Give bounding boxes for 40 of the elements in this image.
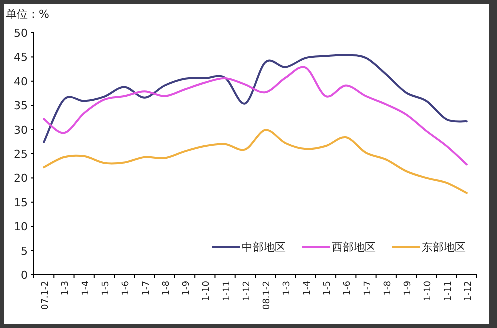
x-tick-label: 1-8 bbox=[162, 280, 172, 296]
x-tick-label: 08.1-2 bbox=[262, 281, 273, 310]
y-axis-title: 单位：% bbox=[6, 8, 50, 21]
y-tick-label: 45 bbox=[14, 51, 28, 64]
x-tick-label: 1-3 bbox=[282, 281, 293, 296]
x-tick-label: 1-10 bbox=[202, 280, 212, 302]
y-tick-label: 35 bbox=[14, 100, 28, 113]
x-tick-label: 1-8 bbox=[383, 280, 394, 296]
x-tick-label: 1-11 bbox=[222, 281, 232, 302]
x-tick-label: 1-12 bbox=[242, 281, 252, 302]
x-tick-label: 1-3 bbox=[61, 281, 72, 296]
y-tick-label: 30 bbox=[14, 124, 28, 137]
x-tick-label: 1-4 bbox=[302, 280, 313, 296]
x-tick-label: 1-11 bbox=[444, 281, 454, 302]
legend-label: 西部地区 bbox=[332, 241, 376, 254]
y-tick-label: 5 bbox=[21, 244, 28, 258]
x-tick-label: 1-9 bbox=[404, 280, 414, 296]
x-tick-label: 1-12 bbox=[464, 281, 474, 302]
x-tick-label: 1-10 bbox=[424, 280, 434, 302]
x-tick-label: 1-7 bbox=[363, 281, 374, 296]
x-tick-label: 1-6 bbox=[343, 280, 354, 296]
line-series bbox=[43, 129, 468, 194]
x-tick-label: 1-5 bbox=[322, 281, 333, 296]
y-tick-label: 15 bbox=[14, 196, 28, 210]
x-tick-label: 1-6 bbox=[122, 280, 132, 296]
line-series bbox=[43, 54, 468, 144]
legend-label: 中部地区 bbox=[242, 241, 286, 254]
y-tick-label: 20 bbox=[14, 172, 28, 186]
x-tick-label: 1-7 bbox=[142, 281, 152, 296]
y-tick-label: 25 bbox=[14, 148, 28, 161]
x-tick-label: 1-9 bbox=[182, 280, 192, 296]
y-tick-label: 10 bbox=[14, 220, 28, 234]
x-tick-label: 1-5 bbox=[101, 281, 112, 296]
y-tick-label: 0 bbox=[21, 269, 28, 282]
y-tick-label: 40 bbox=[14, 75, 28, 88]
y-tick-label: 50 bbox=[14, 27, 28, 40]
x-tick-label: 1-4 bbox=[81, 280, 92, 296]
line-series bbox=[43, 66, 468, 166]
legend-label: 东部地区 bbox=[422, 241, 466, 254]
x-tick-label: 07.1-2 bbox=[41, 281, 52, 310]
